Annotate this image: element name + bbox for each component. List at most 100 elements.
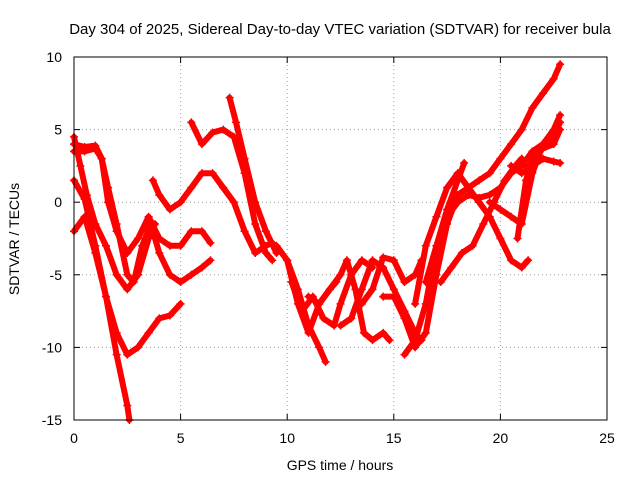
data-point xyxy=(97,154,106,163)
series-line xyxy=(486,112,564,227)
data-point xyxy=(155,234,164,243)
series-arc-12 xyxy=(304,256,394,345)
data-point xyxy=(475,176,484,185)
data-point xyxy=(206,238,215,247)
data-point xyxy=(206,256,215,265)
series-arc-2 xyxy=(70,212,185,359)
series-arc-8 xyxy=(225,93,281,258)
data-point xyxy=(517,154,526,163)
data-point xyxy=(342,256,351,265)
series-arc-6 xyxy=(148,169,277,258)
data-point xyxy=(272,241,281,250)
series-line xyxy=(226,94,280,256)
data-point xyxy=(464,183,473,192)
data-point xyxy=(443,205,452,214)
data-point xyxy=(485,169,494,178)
data-point xyxy=(496,154,505,163)
data-point xyxy=(357,256,366,265)
data-point xyxy=(436,278,445,287)
y-tick-label: 0 xyxy=(54,194,62,210)
series-line xyxy=(71,133,158,293)
data-point xyxy=(151,219,160,228)
data-point xyxy=(208,169,217,178)
data-point xyxy=(507,140,516,149)
data-point xyxy=(91,249,100,258)
data-point xyxy=(549,157,558,166)
data-point xyxy=(133,343,142,352)
data-point xyxy=(251,219,260,228)
data-point xyxy=(123,401,132,410)
data-point xyxy=(443,183,452,192)
series-arc-5 xyxy=(70,132,160,294)
series-line xyxy=(305,257,393,344)
data-point xyxy=(539,154,548,163)
x-tick-label: 25 xyxy=(599,430,615,446)
y-tick-label: -5 xyxy=(50,267,63,283)
series-arc-18 xyxy=(421,158,469,287)
plot-frame xyxy=(73,56,608,421)
data-point xyxy=(315,343,324,352)
data-point xyxy=(112,350,121,359)
data-point xyxy=(229,198,238,207)
data-point xyxy=(485,198,494,207)
data-point xyxy=(357,285,366,294)
data-point xyxy=(500,176,509,185)
data-point xyxy=(357,299,366,308)
data-point xyxy=(165,311,174,320)
y-tick-label: -15 xyxy=(42,412,62,428)
data-point xyxy=(197,140,206,149)
data-point xyxy=(219,183,228,192)
data-point xyxy=(539,89,548,98)
data-point xyxy=(112,270,121,279)
data-point xyxy=(549,74,558,83)
data-point xyxy=(411,299,420,308)
data-point xyxy=(400,350,409,359)
chart-title: Day 304 of 2025, Sidereal Day-to-day VTE… xyxy=(69,21,611,38)
data-point xyxy=(112,227,121,236)
data-point xyxy=(389,256,398,265)
data-point xyxy=(524,256,533,265)
data-point xyxy=(298,307,307,316)
x-tick-label: 10 xyxy=(279,430,295,446)
data-point xyxy=(101,292,110,301)
data-point xyxy=(432,241,441,250)
data-point xyxy=(283,256,292,265)
data-point xyxy=(556,111,565,120)
tick-label-layer: 0 5 10 15 20 25 -15 -10 -5 0 5 10 xyxy=(42,49,615,446)
data-point xyxy=(165,241,174,250)
data-point xyxy=(76,161,85,170)
data-point xyxy=(315,299,324,308)
data-point xyxy=(208,128,217,137)
data-point xyxy=(101,241,110,250)
data-point xyxy=(319,314,328,323)
data-point xyxy=(513,234,522,243)
data-point xyxy=(421,299,430,308)
data-point xyxy=(176,198,185,207)
data-point xyxy=(321,357,330,366)
data-point xyxy=(176,241,185,250)
tick-layer xyxy=(73,56,608,421)
data-point xyxy=(528,103,537,112)
series-line xyxy=(380,61,564,351)
data-point xyxy=(517,263,526,272)
data-point xyxy=(176,299,185,308)
data-point xyxy=(379,328,388,337)
data-point xyxy=(155,190,164,199)
data-point xyxy=(507,161,516,170)
data-point xyxy=(549,140,558,149)
data-point xyxy=(517,169,526,178)
data-point xyxy=(91,141,100,150)
data-point xyxy=(187,118,196,127)
data-point xyxy=(389,285,398,294)
data-point xyxy=(379,292,388,301)
data-point xyxy=(144,328,153,337)
y-tick-label: 5 xyxy=(54,122,62,138)
data-point xyxy=(432,212,441,221)
data-point xyxy=(240,154,249,163)
data-point xyxy=(325,285,334,294)
data-point xyxy=(82,190,91,199)
data-point xyxy=(421,328,430,337)
y-tick-label: -10 xyxy=(42,339,62,355)
data-point xyxy=(251,198,260,207)
